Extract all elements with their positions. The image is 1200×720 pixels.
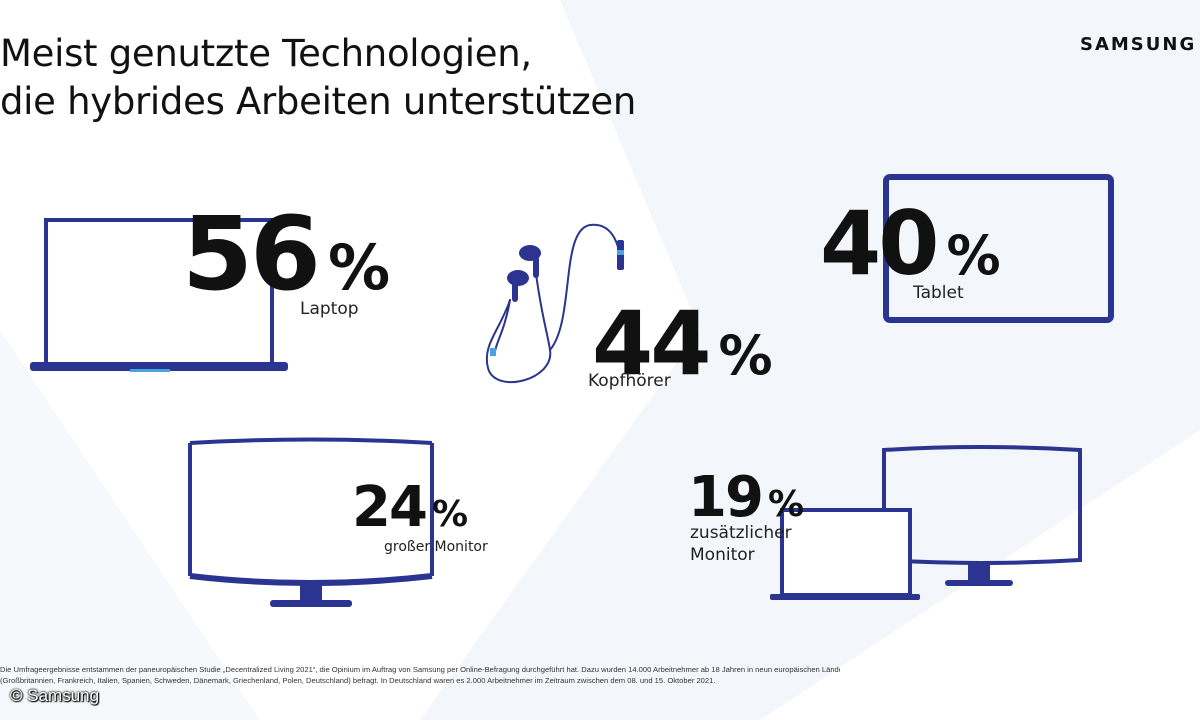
title-line-1: Meist genutzte Technologien, (0, 32, 532, 75)
stat-extra-monitor-label: zusätzlicher Monitor (690, 522, 792, 566)
stat-earphones: 44% Kopfhörer (588, 292, 773, 395)
page-title: Meist genutzte Technologien, die hybride… (0, 30, 636, 126)
tablet-icon (883, 174, 1114, 323)
earphones-icon (485, 223, 624, 384)
stat-laptop-label: Laptop (300, 299, 359, 319)
stat-laptop: 56% Laptop (182, 195, 391, 320)
stat-tablet-value: 40 (820, 192, 939, 295)
stat-big-monitor-unit: % (431, 494, 469, 535)
laptop-icon (30, 218, 288, 372)
laptop-with-monitor-icon (770, 445, 1082, 600)
stat-earphones-label: Kopfhörer (588, 371, 671, 391)
stat-big-monitor: 24% großer Monitor (352, 475, 488, 556)
title-line-2: die hybrides Arbeiten unterstützen (0, 80, 636, 123)
stat-extra-monitor-value: 19 (688, 465, 764, 530)
stat-tablet-label: Tablet (913, 283, 964, 303)
stat-big-monitor-value: 24 (352, 475, 428, 540)
stat-extra-monitor-unit: % (767, 484, 805, 525)
stat-extra-monitor-label-line-1: zusätzlicher (690, 523, 792, 543)
footnote-line-1: Die Umfrageergebnisse entstammen der pan… (0, 665, 840, 674)
stat-laptop-value: 56 (182, 195, 321, 314)
stat-big-monitor-label: großer Monitor (384, 539, 488, 555)
samsung-logo: SAMSUNG (1080, 34, 1197, 55)
stat-laptop-unit: % (327, 231, 391, 304)
footnote-line-2: (Großbritannien, Frankreich, Italien, Sp… (0, 675, 716, 685)
stat-extra-monitor: 19% zusätzlicher Monitor (688, 465, 805, 566)
footnote: Die Umfrageergebnisse entstammen der pan… (0, 665, 840, 686)
stat-earphones-value: 44 (592, 292, 711, 395)
copyright-watermark: © Samsung (10, 686, 100, 705)
stat-tablet: 40% Tablet (820, 192, 1001, 304)
stat-earphones-unit: % (718, 324, 773, 387)
curved-monitor-icon (188, 437, 434, 607)
stat-extra-monitor-label-line-2: Monitor (690, 545, 755, 565)
stat-tablet-unit: % (946, 224, 1001, 287)
